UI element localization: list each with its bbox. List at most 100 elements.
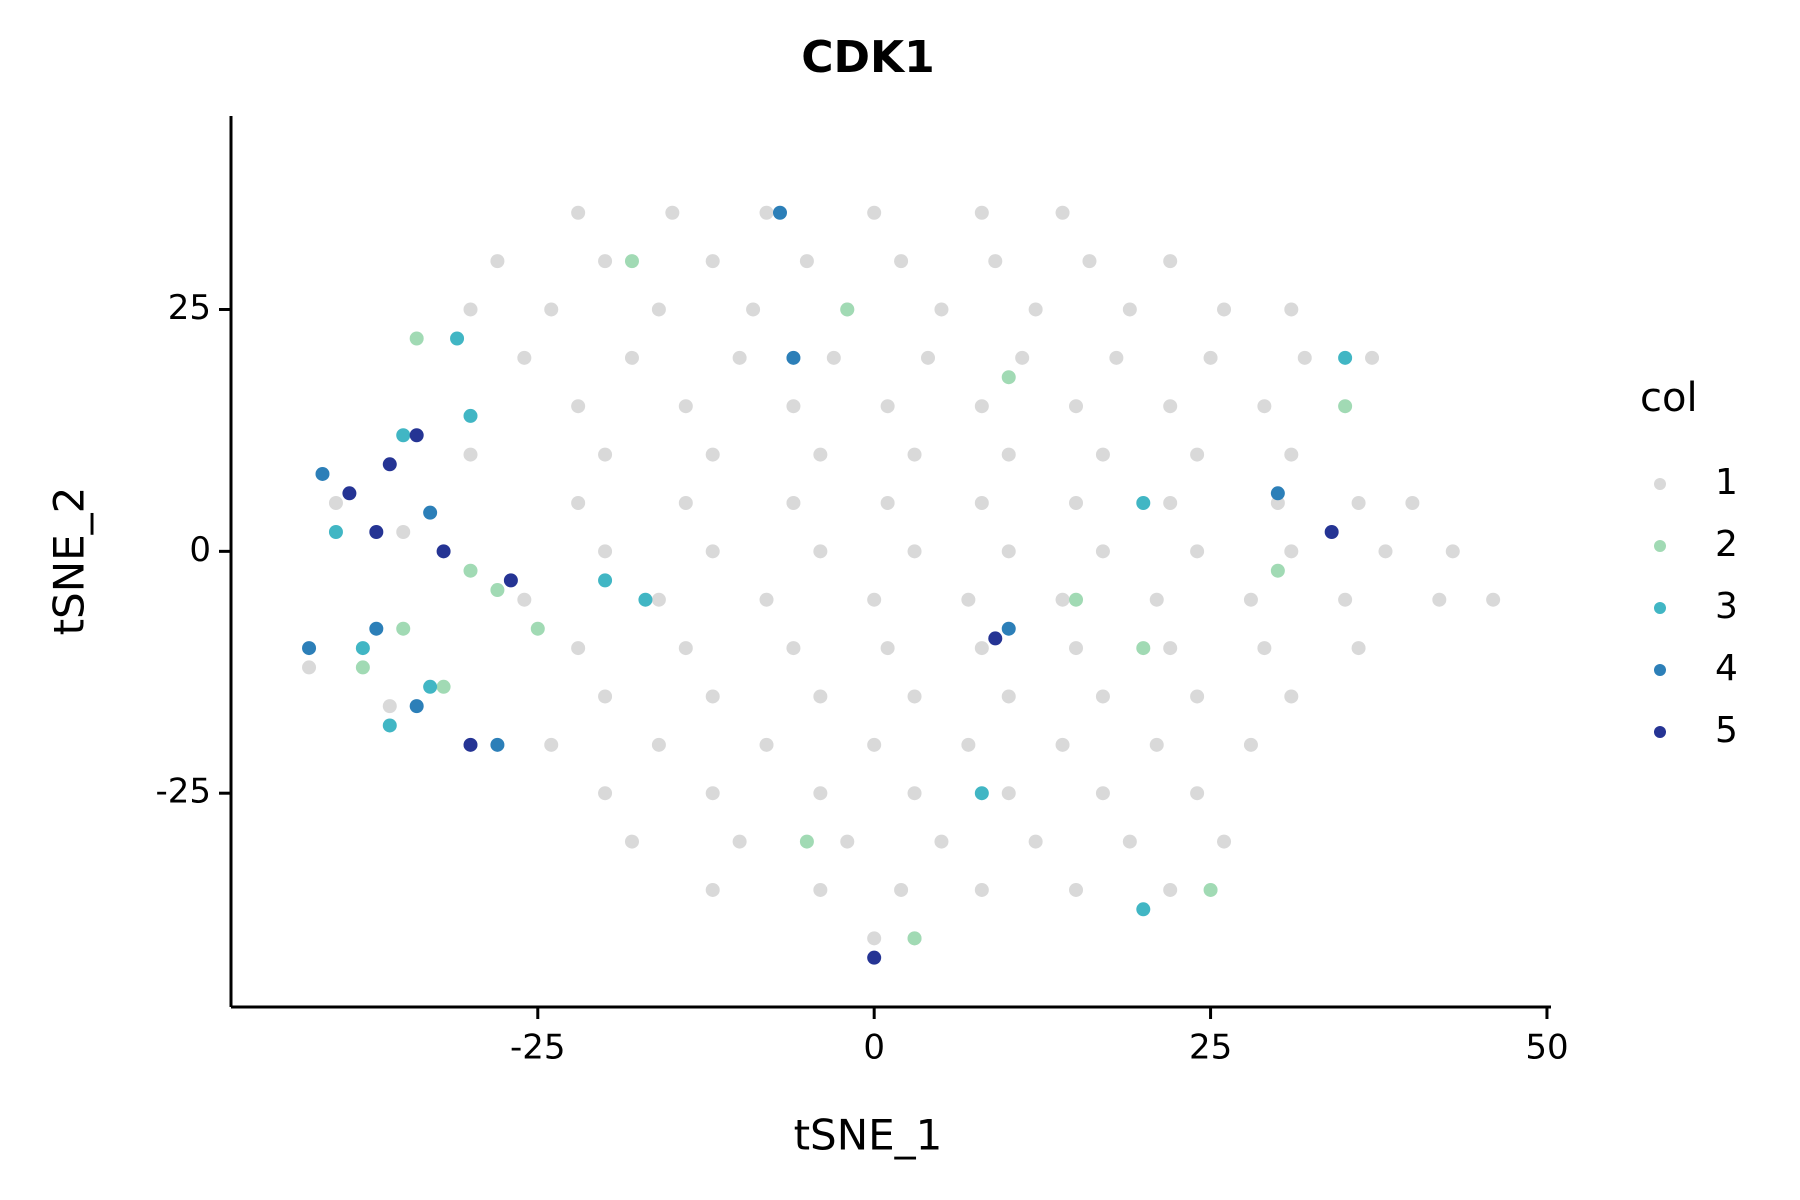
legend-swatch xyxy=(1654,478,1666,490)
point xyxy=(786,399,801,414)
point xyxy=(867,931,882,946)
point xyxy=(786,350,801,365)
point xyxy=(1445,544,1460,559)
point xyxy=(1432,592,1447,607)
point xyxy=(732,834,747,849)
point xyxy=(880,495,895,510)
x-tick-label: 0 xyxy=(863,1028,885,1068)
point xyxy=(315,466,330,481)
x-axis-label: tSNE_1 xyxy=(794,1111,943,1160)
point xyxy=(1217,302,1232,317)
point xyxy=(934,302,949,317)
point xyxy=(1001,621,1016,636)
point xyxy=(894,882,909,897)
point xyxy=(598,573,613,588)
point xyxy=(1136,495,1151,510)
point xyxy=(1095,447,1110,462)
point xyxy=(1069,495,1084,510)
point xyxy=(1351,641,1366,656)
point xyxy=(598,544,613,559)
point xyxy=(530,621,545,636)
legend-label: 4 xyxy=(1715,648,1738,689)
point xyxy=(1095,689,1110,704)
point xyxy=(463,408,478,423)
point xyxy=(1405,495,1420,510)
point xyxy=(1069,641,1084,656)
point xyxy=(1028,302,1043,317)
point xyxy=(1257,641,1272,656)
point xyxy=(786,641,801,656)
point xyxy=(867,950,882,965)
point xyxy=(988,254,1003,269)
legend-swatch xyxy=(1654,602,1666,614)
point xyxy=(450,331,465,346)
point xyxy=(328,495,343,510)
point xyxy=(746,302,761,317)
point xyxy=(907,447,922,462)
point xyxy=(1028,834,1043,849)
point xyxy=(1163,882,1178,897)
point xyxy=(369,524,384,539)
point xyxy=(974,786,989,801)
y-axis-label: tSNE_2 xyxy=(45,487,94,636)
point xyxy=(1069,882,1084,897)
point xyxy=(1109,350,1124,365)
point xyxy=(921,350,936,365)
point xyxy=(382,699,397,714)
point xyxy=(1257,399,1272,414)
point xyxy=(1001,447,1016,462)
point xyxy=(490,254,505,269)
point xyxy=(651,302,666,317)
point xyxy=(759,592,774,607)
point xyxy=(1486,592,1501,607)
point xyxy=(961,737,976,752)
point xyxy=(598,447,613,462)
point xyxy=(1055,737,1070,752)
point xyxy=(974,641,989,656)
point xyxy=(678,399,693,414)
point xyxy=(544,737,559,752)
point xyxy=(813,544,828,559)
point xyxy=(302,660,317,675)
legend-swatch xyxy=(1654,540,1666,552)
point xyxy=(1243,592,1258,607)
point xyxy=(1284,544,1299,559)
point xyxy=(1338,399,1353,414)
point xyxy=(1055,592,1070,607)
point xyxy=(463,737,478,752)
point xyxy=(1190,786,1205,801)
point xyxy=(840,834,855,849)
point xyxy=(759,205,774,220)
point xyxy=(1378,544,1393,559)
point xyxy=(705,689,720,704)
point xyxy=(436,544,451,559)
point xyxy=(934,834,949,849)
point xyxy=(867,592,882,607)
point xyxy=(1365,350,1380,365)
legend-label: 5 xyxy=(1715,710,1738,751)
point xyxy=(799,254,814,269)
legend-label: 2 xyxy=(1715,524,1738,565)
point xyxy=(988,631,1003,646)
point xyxy=(974,495,989,510)
point xyxy=(423,505,438,520)
point xyxy=(705,254,720,269)
point xyxy=(1203,350,1218,365)
point xyxy=(1351,495,1366,510)
point xyxy=(813,447,828,462)
point xyxy=(1338,350,1353,365)
point xyxy=(880,399,895,414)
point xyxy=(1095,544,1110,559)
point xyxy=(974,882,989,897)
x-tick-label: 25 xyxy=(1189,1028,1232,1068)
point xyxy=(463,447,478,462)
point xyxy=(894,254,909,269)
point xyxy=(1095,786,1110,801)
chart-title: CDK1 xyxy=(801,32,935,83)
point xyxy=(907,786,922,801)
x-tick-label: -25 xyxy=(510,1028,566,1068)
point xyxy=(665,205,680,220)
point xyxy=(355,641,370,656)
point xyxy=(328,524,343,539)
point xyxy=(624,350,639,365)
